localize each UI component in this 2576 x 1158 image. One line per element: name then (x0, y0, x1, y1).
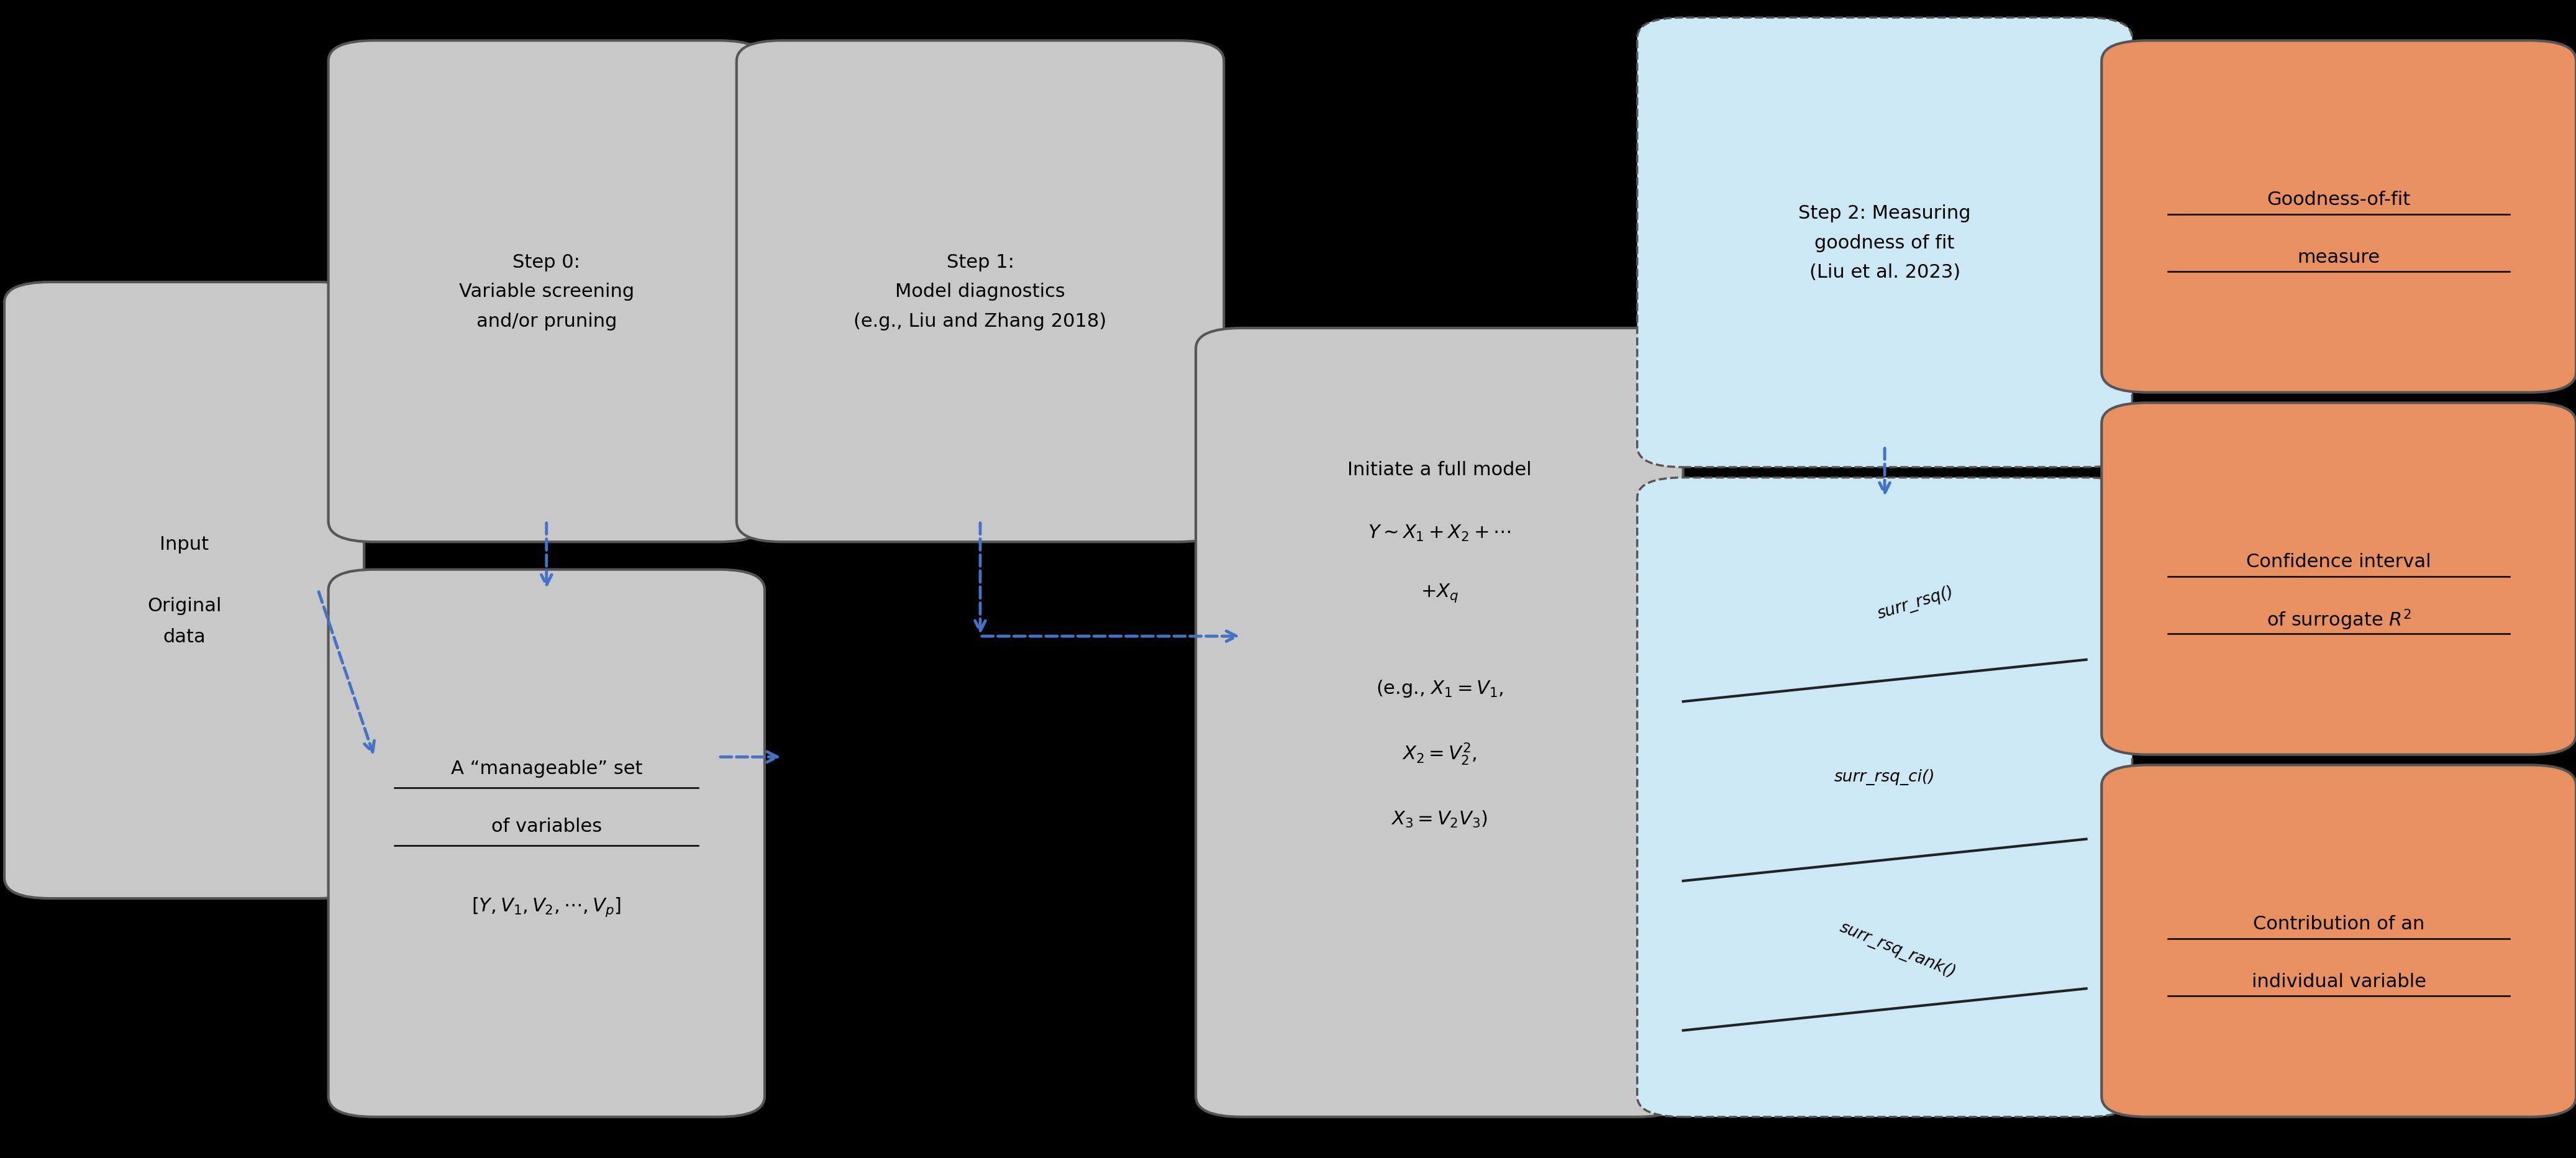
FancyBboxPatch shape (1195, 329, 1682, 1117)
Text: individual variable: individual variable (2251, 973, 2427, 990)
Text: surr_rsq_rank(): surr_rsq_rank() (1837, 919, 1958, 981)
Text: Contribution of an: Contribution of an (2254, 915, 2424, 933)
FancyBboxPatch shape (1638, 19, 2133, 468)
FancyBboxPatch shape (327, 41, 765, 542)
Text: surr_rsq(): surr_rsq() (1875, 584, 1955, 622)
Text: (e.g., $X_1=V_1$,: (e.g., $X_1=V_1$, (1376, 677, 1504, 698)
FancyBboxPatch shape (2102, 41, 2576, 393)
Text: Goodness-of-fit: Goodness-of-fit (2267, 191, 2411, 208)
Text: of variables: of variables (492, 818, 603, 835)
Text: $Y{\sim}X_1+X_2+\cdots$: $Y{\sim}X_1+X_2+\cdots$ (1368, 523, 1512, 543)
Text: measure: measure (2298, 248, 2380, 266)
FancyBboxPatch shape (327, 570, 765, 1117)
FancyBboxPatch shape (737, 41, 1224, 542)
Text: of surrogate $R^2$: of surrogate $R^2$ (2267, 607, 2411, 631)
FancyBboxPatch shape (1638, 478, 2133, 1117)
Text: Step 1:
Model diagnostics
(e.g., Liu and Zhang 2018): Step 1: Model diagnostics (e.g., Liu and… (853, 254, 1108, 330)
FancyBboxPatch shape (2102, 403, 2576, 755)
Text: $+X_q$: $+X_q$ (1419, 582, 1458, 603)
Text: Initiate a full model: Initiate a full model (1347, 461, 1533, 478)
Text: Input

Original
data: Input Original data (147, 535, 222, 646)
Text: $X_2=V_2^2$,: $X_2=V_2^2$, (1401, 741, 1476, 767)
Text: Confidence interval: Confidence interval (2246, 552, 2432, 571)
Text: Step 2: Measuring
goodness of fit
(Liu et al. 2023): Step 2: Measuring goodness of fit (Liu e… (1798, 204, 1971, 281)
Text: $X_3=V_2 V_3)$: $X_3=V_2 V_3)$ (1391, 809, 1489, 829)
Text: Step 0:
Variable screening
and/or pruning: Step 0: Variable screening and/or prunin… (459, 254, 634, 330)
FancyBboxPatch shape (5, 283, 363, 899)
Text: $[Y, V_1, V_2, \cdots, V_p]$: $[Y, V_1, V_2, \cdots, V_p]$ (471, 895, 621, 918)
FancyBboxPatch shape (2102, 765, 2576, 1117)
Text: surr_rsq_ci(): surr_rsq_ci() (1834, 769, 1935, 784)
Text: A “manageable” set: A “manageable” set (451, 760, 641, 778)
